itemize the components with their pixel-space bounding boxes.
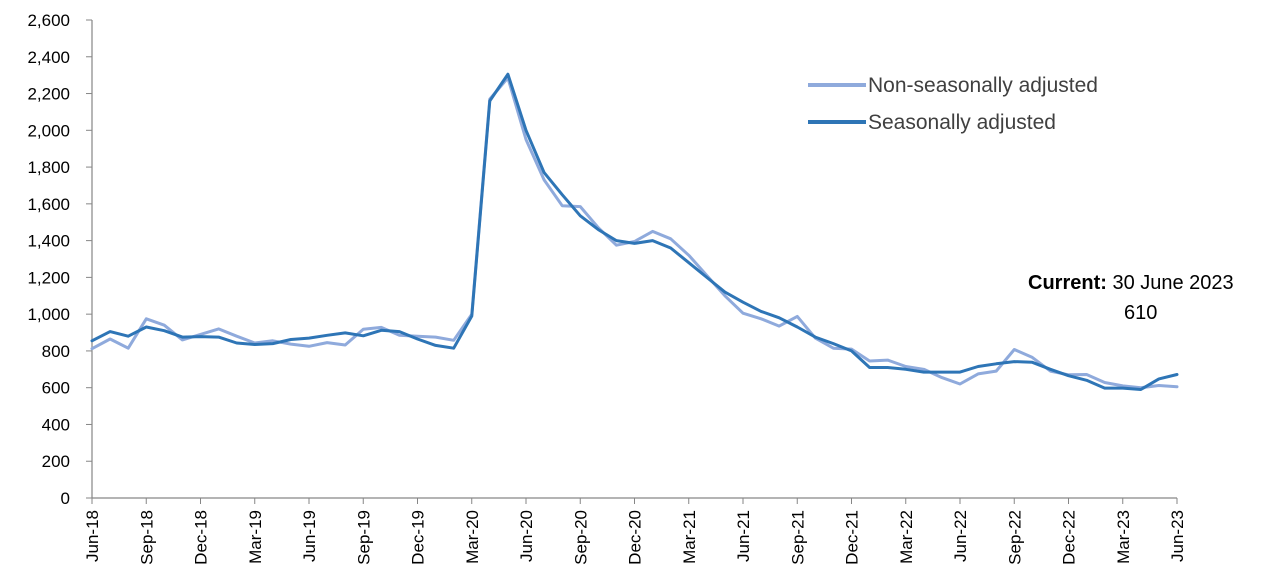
x-tick-label: Jun-21 <box>734 510 753 562</box>
y-tick-label: 2,400 <box>27 48 70 67</box>
legend-label-non-seasonal: Non-seasonally adjusted <box>868 74 1098 97</box>
y-tick-label: 1,800 <box>27 158 70 177</box>
current-annotation: Current: 30 June 2023 <box>1028 272 1234 295</box>
x-tick-label: Dec-22 <box>1060 510 1079 565</box>
x-tick-label: Sep-19 <box>354 510 373 565</box>
y-tick-label: 600 <box>42 379 70 398</box>
x-tick-label: Jun-19 <box>300 510 319 562</box>
series-line-non-seasonal <box>90 76 1179 390</box>
x-tick-label: Dec-19 <box>409 510 428 565</box>
legend-label-seasonal: Seasonally adjusted <box>868 111 1056 134</box>
axes: 0 200 400 600 800 1,000 1,200 1,400 1,600 1,800 2,… <box>27 11 1187 565</box>
y-tick-label: 800 <box>42 342 70 361</box>
series-line-seasonal <box>90 72 1179 391</box>
x-tick-label: Jun-20 <box>517 510 536 562</box>
x-tick-label: Sep-22 <box>1005 510 1024 565</box>
x-tick-label: Jun-22 <box>951 510 970 562</box>
x-tick-label: Mar-19 <box>246 510 265 564</box>
x-tick-label: Sep-20 <box>571 510 590 565</box>
x-tick-label: Mar-23 <box>1114 510 1133 564</box>
x-tick-label: Dec-21 <box>843 510 862 565</box>
y-tick-label: 2,000 <box>27 121 70 140</box>
legend: Non-seasonally adjusted Seasonally adjus… <box>808 74 1098 134</box>
current-value: 610 <box>1124 302 1158 324</box>
x-tick-label: Dec-18 <box>192 510 211 565</box>
x-tick-label: Sep-21 <box>788 510 807 565</box>
x-tick-label: Jun-23 <box>1168 510 1187 562</box>
series-layer <box>90 72 1179 391</box>
current-label: Current: <box>1028 272 1107 294</box>
x-tick-label: Dec-20 <box>626 510 645 565</box>
y-tick-label: 1,200 <box>27 268 70 287</box>
y-tick-label: 2,600 <box>27 11 70 30</box>
y-tick-label: 2,200 <box>27 85 70 104</box>
y-tick-label: 0 <box>61 489 70 508</box>
x-tick-label: Jun-18 <box>83 510 102 562</box>
y-tick-label: 1,400 <box>27 232 70 251</box>
x-tick-label: Mar-21 <box>680 510 699 564</box>
y-tick-label: 200 <box>42 452 70 471</box>
x-tick-label: Sep-18 <box>137 510 156 565</box>
y-tick-label: 1,000 <box>27 305 70 324</box>
y-tick-label: 1,600 <box>27 195 70 214</box>
current-date: 30 June 2023 <box>1112 272 1234 294</box>
x-tick-label: Mar-22 <box>897 510 916 564</box>
y-tick-label: 400 <box>42 415 70 434</box>
x-tick-label: Mar-20 <box>463 510 482 564</box>
